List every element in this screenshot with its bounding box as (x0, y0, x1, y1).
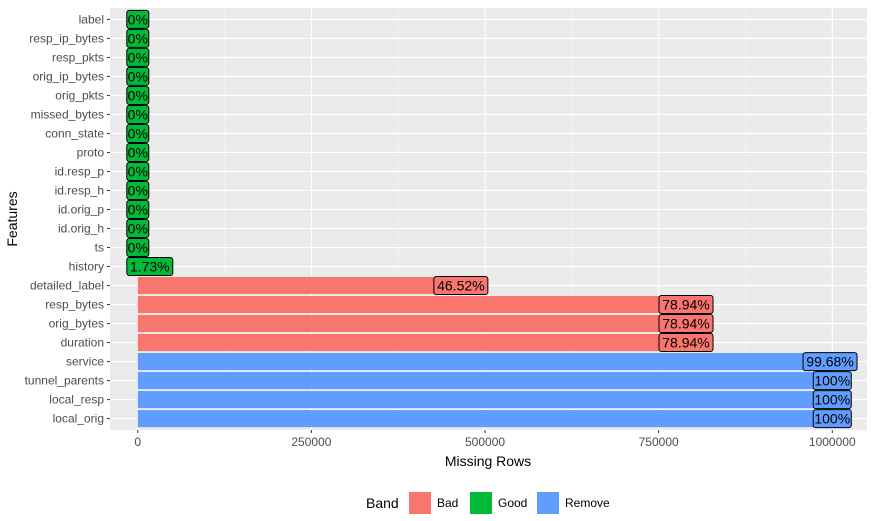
value-label-proto: 0% (128, 145, 148, 161)
y-tick-label: service (66, 355, 104, 369)
legend-label-bad: Bad (437, 496, 458, 510)
x-tick-label: 1000000 (809, 435, 856, 449)
value-label-missed_bytes: 0% (128, 106, 148, 122)
bar-resp_bytes (137, 295, 687, 314)
value-label-duration: 78.94% (662, 335, 709, 351)
legend: Band Bad Good Remove (366, 492, 610, 514)
value-label-tunnel_parents: 100% (814, 373, 850, 389)
bar-detailed_label (137, 276, 461, 295)
y-tick-label: id.orig_h (58, 222, 104, 236)
x-tick-label: 500000 (465, 435, 505, 449)
y-tick-label: id.resp_h (55, 183, 104, 197)
value-label-box (126, 47, 150, 67)
value-label-box (812, 409, 852, 429)
y-tick-label: local_resp (49, 393, 104, 407)
value-label-resp_pkts: 0% (128, 49, 148, 65)
value-label-orig_bytes: 78.94% (662, 316, 709, 332)
value-label-history: 1.73% (130, 259, 170, 275)
bar-duration (137, 334, 687, 352)
value-label-box (126, 257, 174, 277)
value-label-label: 0% (128, 11, 148, 27)
value-label-box (126, 199, 150, 219)
value-label-box (433, 276, 489, 296)
y-tick-label: detailed_label (30, 279, 104, 293)
y-tick-label: local_orig (53, 412, 104, 426)
y-tick-label: orig_bytes (49, 317, 104, 331)
y-tick-label: id.resp_p (55, 164, 105, 178)
y-tick-label: tunnel_parents (25, 374, 104, 388)
legend-title: Band (366, 495, 399, 511)
value-label-box (126, 9, 150, 29)
legend-key-bad (409, 492, 431, 514)
value-label-local_orig: 100% (814, 411, 850, 427)
value-label-box (126, 28, 150, 48)
x-axis: 0 250000 500000 750000 1000000 (134, 430, 856, 449)
value-label-box (126, 104, 150, 124)
y-tick-label: resp_pkts (52, 50, 104, 64)
y-tick-label: ts (95, 241, 104, 255)
value-label-service: 99.68% (806, 354, 853, 370)
y-tick-label: resp_ip_bytes (29, 31, 104, 45)
value-label-box (126, 180, 150, 200)
legend-label-good: Good (498, 496, 527, 510)
value-label-resp_ip_bytes: 0% (128, 30, 148, 46)
value-label-box (658, 333, 714, 353)
value-label-conn_state: 0% (128, 125, 148, 141)
y-tick-label: history (69, 260, 104, 274)
value-label-box (126, 66, 150, 86)
value-label-box (812, 390, 852, 410)
value-label-box (126, 161, 150, 181)
value-label-detailed_label: 46.52% (437, 278, 484, 294)
y-tick-label: missed_bytes (31, 107, 104, 121)
value-label-local_resp: 100% (814, 392, 850, 408)
x-tick-label: 750000 (639, 435, 679, 449)
y-tick-label: orig_pkts (55, 88, 104, 102)
x-axis-title: Missing Rows (445, 453, 531, 469)
x-tick-label: 0 (134, 435, 141, 449)
bar-local_orig (137, 410, 833, 428)
x-tick-label: 250000 (291, 435, 331, 449)
y-tick-label: resp_bytes (45, 298, 104, 312)
y-tick-label: id.orig_p (58, 202, 104, 216)
value-label-box (126, 142, 150, 162)
y-tick-label: conn_state (45, 126, 104, 140)
value-label-box (126, 123, 150, 143)
value-label-box (126, 219, 150, 239)
y-tick-label: orig_ip_bytes (33, 69, 104, 83)
value-label-box (126, 238, 150, 258)
y-axis: label resp_ip_bytes resp_pkts orig_ip_bytes… (25, 12, 110, 426)
value-label-box (812, 371, 852, 391)
value-label-id.orig_p: 0% (128, 202, 148, 218)
value-label-orig_pkts: 0% (128, 87, 148, 103)
value-label-id.orig_h: 0% (128, 221, 148, 237)
y-axis-title: Features (4, 191, 20, 246)
bar-orig_bytes (137, 314, 687, 333)
legend-key-remove (537, 492, 559, 514)
legend-label-remove: Remove (565, 496, 610, 510)
value-label-resp_bytes: 78.94% (662, 297, 709, 313)
value-label-box (658, 295, 714, 315)
value-label-id.resp_h: 0% (128, 183, 148, 199)
y-tick-label: proto (77, 145, 105, 159)
value-label-box (802, 352, 858, 372)
bar-tunnel_parents (137, 372, 833, 390)
label-layer: 0% 0% 0% 0% 0% 0% 0% 0% 0% 0% 0% 0% 0% 1.73% 46.52% 78.… (126, 9, 858, 429)
bar-local_resp (137, 391, 833, 409)
value-label-box (126, 85, 150, 105)
value-label-box (658, 314, 714, 334)
y-tick-label: label (79, 12, 104, 26)
value-label-id.resp_p: 0% (128, 164, 148, 180)
bar-service (137, 353, 831, 371)
value-label-ts: 0% (128, 240, 148, 256)
bar-layer (137, 257, 833, 428)
y-tick-label: duration (61, 336, 104, 350)
legend-key-good (470, 492, 492, 514)
value-label-orig_ip_bytes: 0% (128, 68, 148, 84)
